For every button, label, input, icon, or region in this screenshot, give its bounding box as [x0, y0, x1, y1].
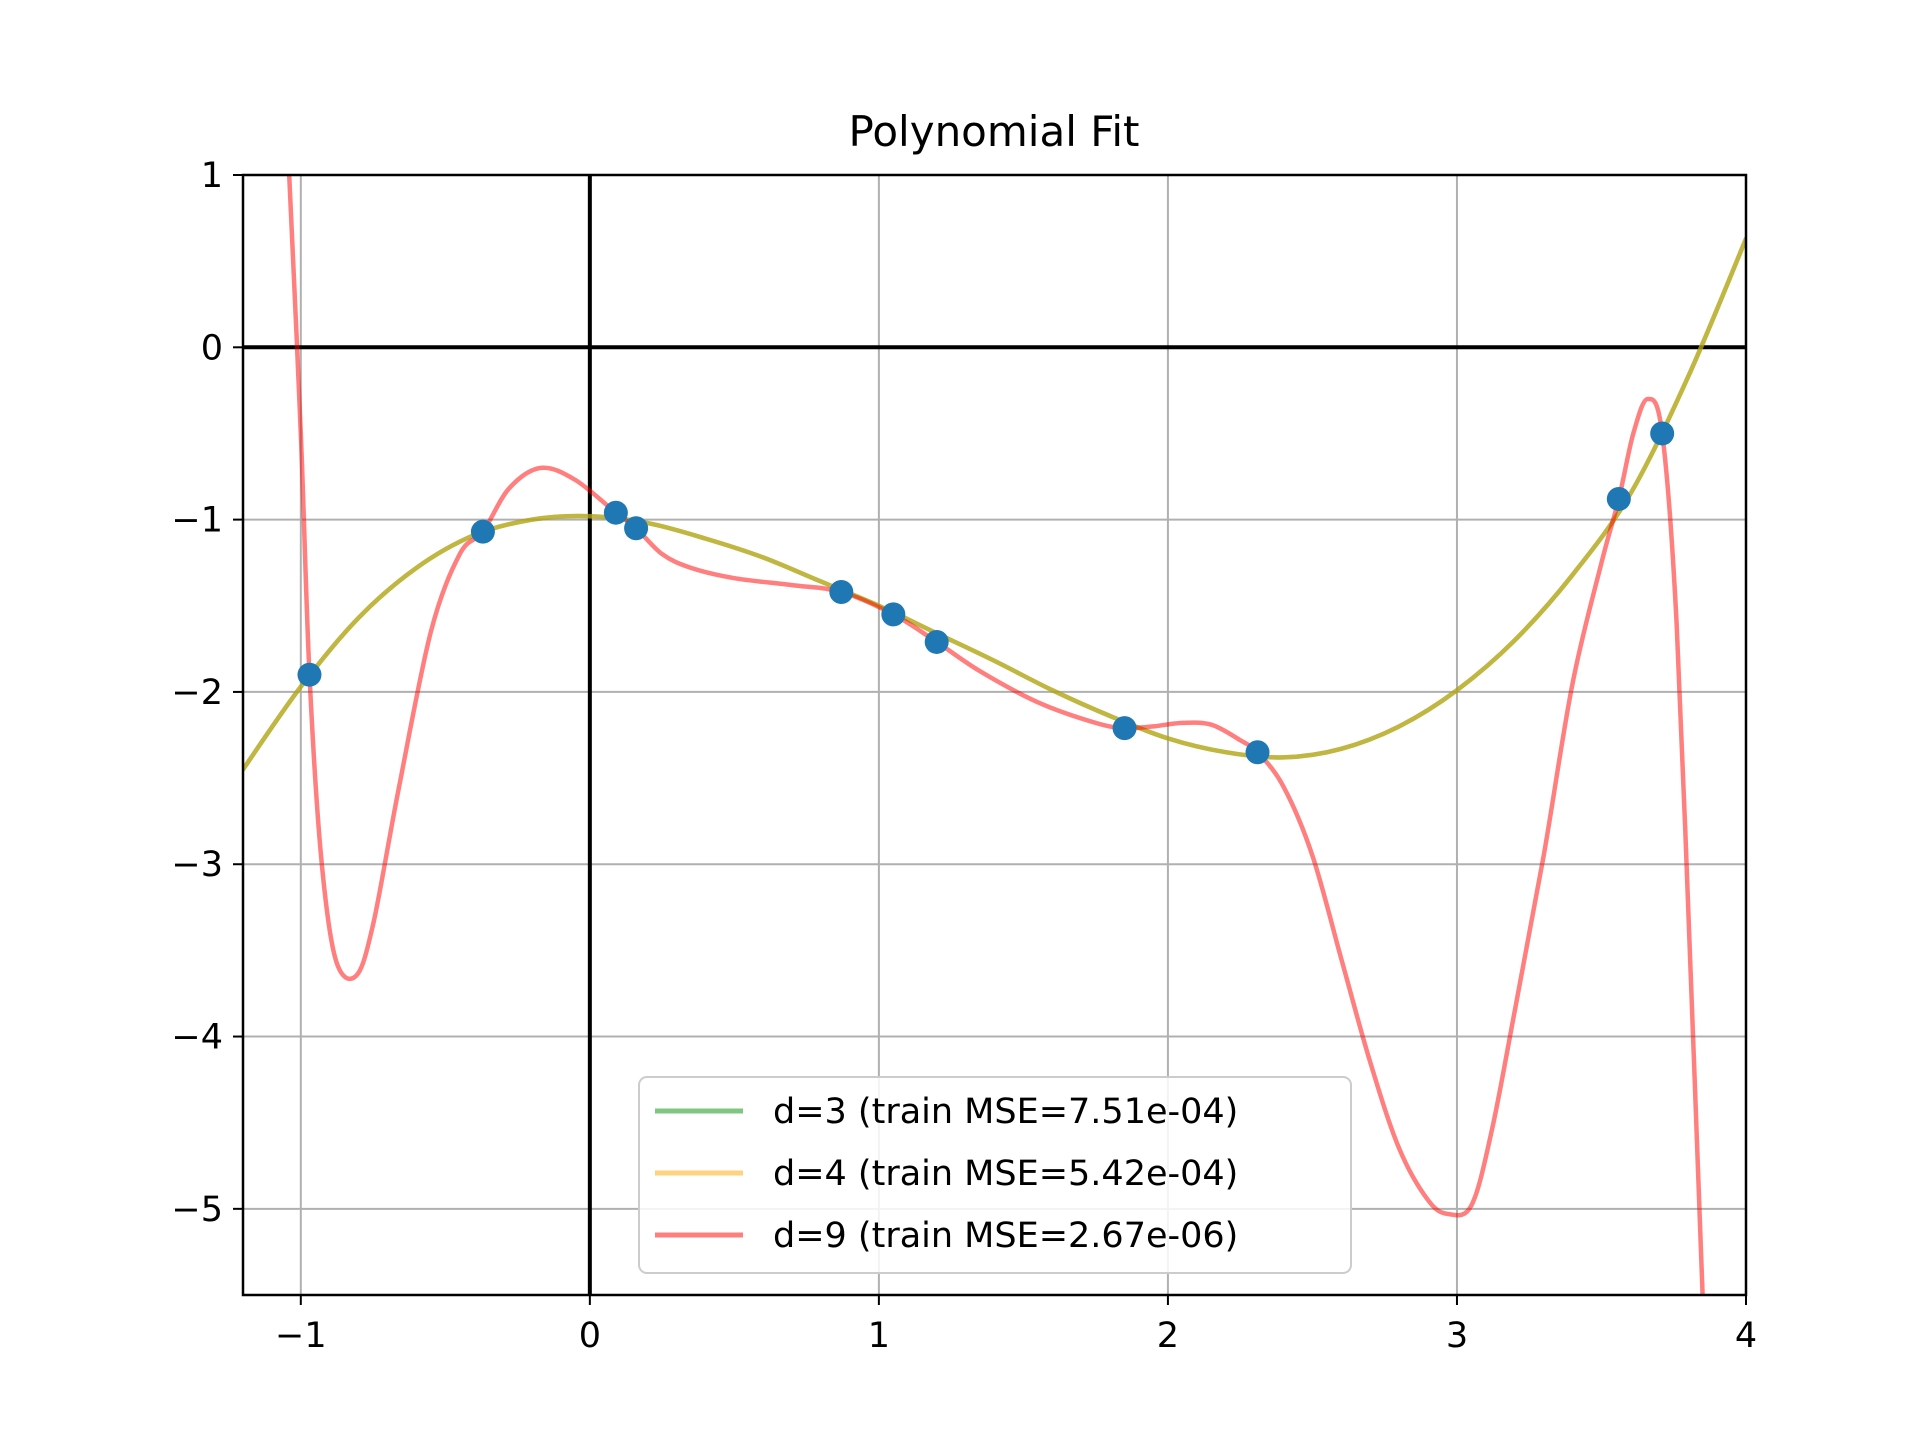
x-tick-label: 0 — [579, 1316, 601, 1356]
chart-title: Polynomial Fit — [849, 107, 1140, 156]
data-point — [924, 629, 949, 654]
y-tick-label: −1 — [171, 501, 223, 541]
data-points — [297, 421, 1675, 765]
x-tick-label: 2 — [1157, 1316, 1179, 1356]
legend: d=3 (train MSE=7.51e-04) d=4 (train MSE=5… — [638, 1076, 1352, 1274]
data-point — [1112, 716, 1137, 741]
x-tick-label: 4 — [1735, 1316, 1757, 1356]
y-tick-label: −5 — [171, 1190, 223, 1230]
data-point — [1650, 421, 1675, 446]
y-tick-label: 1 — [201, 156, 223, 196]
x-tick-label: 1 — [868, 1316, 890, 1356]
data-point — [829, 579, 854, 604]
legend-entry-d3: d=3 (train MSE=7.51e-04) — [655, 1092, 1238, 1132]
data-point — [1606, 486, 1631, 511]
reference-lines — [243, 175, 1746, 1295]
x-tick-label: 3 — [1446, 1316, 1468, 1356]
legend-label: d=3 (train MSE=7.51e-04) — [773, 1092, 1238, 1132]
y-axis-ticks: 1 0 −1 −2 −3 −4 −5 — [171, 156, 243, 1230]
y-tick-label: −4 — [171, 1018, 223, 1058]
plot-frame — [241, 173, 1748, 1297]
legend-label: d=4 (train MSE=5.42e-04) — [773, 1154, 1238, 1194]
x-axis-ticks: −1 0 1 2 3 4 — [275, 1295, 1757, 1356]
legend-label: d=9 (train MSE=2.67e-06) — [773, 1216, 1238, 1256]
legend-box — [638, 1076, 1352, 1274]
legend-entry-d9: d=9 (train MSE=2.67e-06) — [655, 1216, 1238, 1256]
y-tick-label: −3 — [171, 845, 223, 885]
legend-entry-d4: d=4 (train MSE=5.42e-04) — [655, 1154, 1238, 1194]
data-point — [297, 662, 322, 687]
data-point — [603, 500, 628, 525]
x-tick-label: −1 — [275, 1316, 327, 1356]
y-tick-label: −2 — [171, 673, 223, 713]
y-tick-label: 0 — [201, 328, 223, 368]
data-point — [881, 602, 906, 627]
data-point — [624, 516, 649, 541]
series-d9-line — [286, 175, 1705, 1295]
data-point — [1245, 740, 1270, 765]
data-point — [470, 519, 495, 544]
